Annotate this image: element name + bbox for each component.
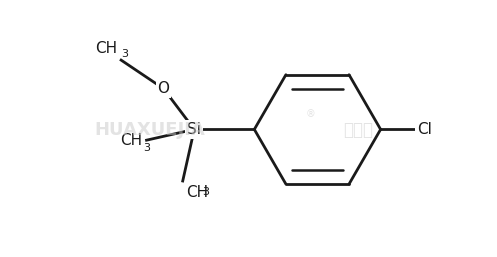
Text: 化学加: 化学加 (343, 121, 373, 139)
Text: CH: CH (186, 185, 209, 200)
Text: HUAXUEJIA: HUAXUEJIA (94, 121, 205, 139)
Text: ®: ® (305, 109, 315, 119)
Text: 3: 3 (121, 49, 128, 59)
Text: O: O (158, 81, 169, 96)
Text: CH: CH (121, 133, 143, 148)
Text: 3: 3 (143, 143, 151, 153)
Text: 3: 3 (202, 187, 209, 197)
Text: CH: CH (95, 41, 117, 56)
Text: Cl: Cl (417, 122, 432, 137)
Text: Si: Si (187, 122, 201, 137)
